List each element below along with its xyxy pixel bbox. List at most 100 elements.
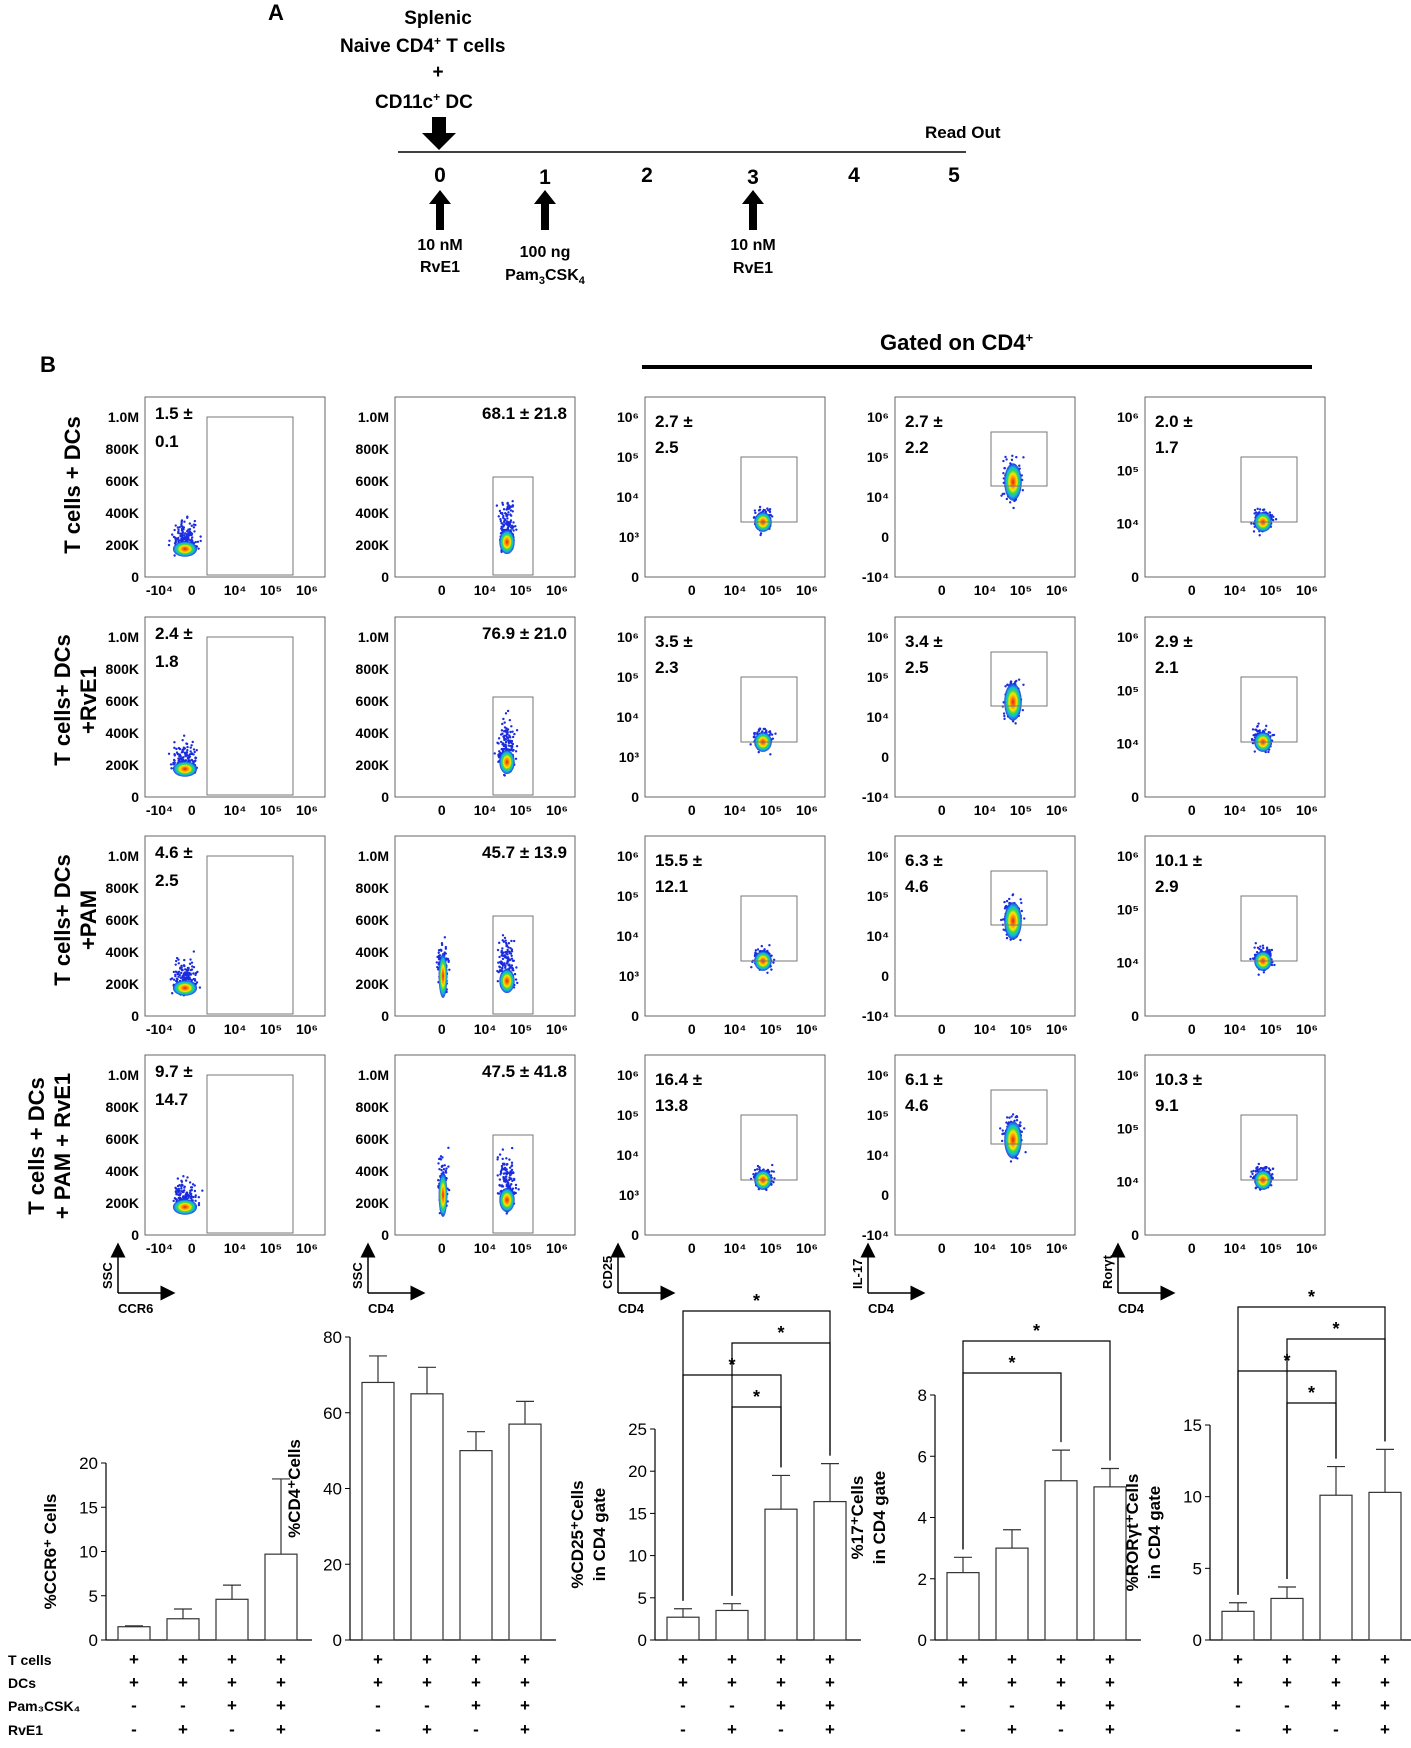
y-tick-label: 200K bbox=[356, 976, 389, 992]
treatment-label: 10 nM bbox=[730, 237, 775, 254]
density-core bbox=[1004, 683, 1022, 721]
x-tick-label: 10⁵ bbox=[260, 582, 282, 598]
timeline-days: 0 1 2 3 4 5 bbox=[434, 164, 960, 189]
event-dot bbox=[772, 1180, 775, 1184]
event-dot bbox=[999, 1127, 1002, 1130]
condition-sign: + bbox=[776, 1673, 786, 1692]
event-dot bbox=[176, 526, 180, 529]
x-tick-label: 10⁶ bbox=[546, 1021, 568, 1037]
event-dot bbox=[182, 734, 186, 737]
x-tick-label: 10⁵ bbox=[510, 582, 532, 598]
condition-sign: + bbox=[1105, 1696, 1115, 1715]
event-dot bbox=[186, 745, 189, 749]
event-dot bbox=[499, 519, 503, 523]
event-dot bbox=[510, 1161, 514, 1164]
event-dot bbox=[189, 539, 192, 542]
event-dot bbox=[171, 533, 174, 536]
x-tick-label: 10⁴ bbox=[724, 1240, 747, 1256]
event-dot bbox=[173, 554, 176, 557]
plot-frame bbox=[394, 1054, 576, 1236]
y-tick-label: 40 bbox=[323, 1480, 342, 1499]
flow-plot: 10⁶ 10⁵ 10⁴ 0 0 10⁴ 10⁵ 10⁶ 10.3 ± 9.1 bbox=[1117, 1054, 1326, 1256]
event-dot bbox=[438, 1167, 441, 1171]
y-tick-label: 10⁵ bbox=[1117, 1120, 1139, 1136]
gate-value: 3.5 ± bbox=[655, 632, 693, 651]
gate-rect bbox=[1240, 456, 1298, 523]
condition-sign: + bbox=[178, 1650, 188, 1669]
event-dot bbox=[1022, 456, 1025, 459]
event-dot bbox=[510, 954, 513, 958]
event-dot bbox=[1011, 720, 1015, 723]
event-dot bbox=[1254, 1186, 1258, 1190]
event-dot bbox=[513, 1191, 516, 1194]
event-dot bbox=[187, 528, 191, 531]
y-tick-label: 10⁵ bbox=[1117, 682, 1139, 698]
event-dot bbox=[1258, 1168, 1261, 1171]
condition-sign: + bbox=[520, 1696, 530, 1715]
gate-value: 2.0 ± bbox=[1155, 412, 1193, 431]
event-dot bbox=[503, 936, 507, 940]
event-dot bbox=[1008, 501, 1012, 504]
event-dot bbox=[1011, 454, 1014, 458]
event-dot bbox=[194, 971, 198, 975]
event-dot bbox=[189, 1197, 193, 1200]
condition-sign: + bbox=[825, 1720, 835, 1739]
event-dot bbox=[758, 727, 762, 731]
event-dot bbox=[1271, 1176, 1274, 1180]
x-tick-label: 0 bbox=[938, 1021, 946, 1037]
event-dot bbox=[194, 523, 197, 527]
event-dot bbox=[185, 1197, 188, 1200]
x-tick-label: 10⁴ bbox=[474, 1240, 497, 1256]
x-tick-label: 10⁵ bbox=[510, 1021, 532, 1037]
event-dot bbox=[194, 759, 197, 762]
x-tick-label: 0 bbox=[688, 582, 696, 598]
event-dot bbox=[175, 1190, 178, 1193]
event-dot bbox=[768, 508, 772, 511]
event-dot bbox=[499, 740, 503, 744]
condition-sign: - bbox=[375, 1696, 381, 1715]
y-tick-label: 10⁴ bbox=[867, 1147, 890, 1163]
event-dot bbox=[504, 738, 508, 741]
event-dot bbox=[1011, 893, 1015, 896]
event-dot bbox=[1267, 1167, 1271, 1170]
event-dot bbox=[177, 958, 180, 961]
axis-title-x: CD4 bbox=[618, 1301, 645, 1316]
gate-value: 1.7 bbox=[1155, 438, 1179, 457]
event-dot bbox=[187, 973, 191, 977]
event-dot bbox=[753, 733, 756, 736]
x-tick-label: 10⁶ bbox=[1296, 1021, 1318, 1037]
event-dot bbox=[508, 718, 512, 722]
event-dot bbox=[1273, 963, 1276, 967]
event-dot bbox=[443, 936, 447, 939]
gate-value: 2.3 bbox=[655, 658, 679, 677]
y-tick-label: 600K bbox=[106, 473, 139, 489]
panel-a: A Splenic Naive CD4+ T cells + CD11c+ DC… bbox=[268, 0, 1001, 287]
event-dot bbox=[510, 950, 514, 953]
event-dot bbox=[1008, 897, 1011, 901]
density-core bbox=[172, 980, 198, 996]
x-tick-label: 10⁵ bbox=[760, 1240, 782, 1256]
event-dot bbox=[1274, 518, 1278, 521]
event-dot bbox=[1251, 1172, 1254, 1176]
flow-plot: 10⁶ 10⁵ 10⁴ 0 0 10⁴ 10⁵ 10⁶ 2.9 ± 2.1 bbox=[1117, 616, 1326, 818]
condition-sign: - bbox=[1333, 1720, 1339, 1739]
condition-sign: - bbox=[1009, 1696, 1015, 1715]
event-dot bbox=[192, 950, 196, 953]
event-dot bbox=[193, 530, 196, 533]
density-core bbox=[172, 761, 198, 777]
event-dot bbox=[173, 752, 176, 756]
event-dot bbox=[1001, 1129, 1004, 1132]
event-dot bbox=[511, 500, 514, 503]
event-dot bbox=[180, 1183, 184, 1186]
event-dot bbox=[1018, 1123, 1021, 1127]
gate-rect bbox=[492, 915, 534, 1015]
event-dot bbox=[497, 753, 500, 757]
y-tick-label: 800K bbox=[106, 661, 139, 677]
event-dot bbox=[183, 1186, 186, 1189]
event-dot bbox=[512, 939, 516, 943]
condition-sign: + bbox=[727, 1720, 737, 1739]
event-dot bbox=[496, 948, 500, 952]
event-dot bbox=[1271, 734, 1274, 737]
event-dot bbox=[769, 753, 772, 756]
condition-sign: - bbox=[729, 1696, 735, 1715]
